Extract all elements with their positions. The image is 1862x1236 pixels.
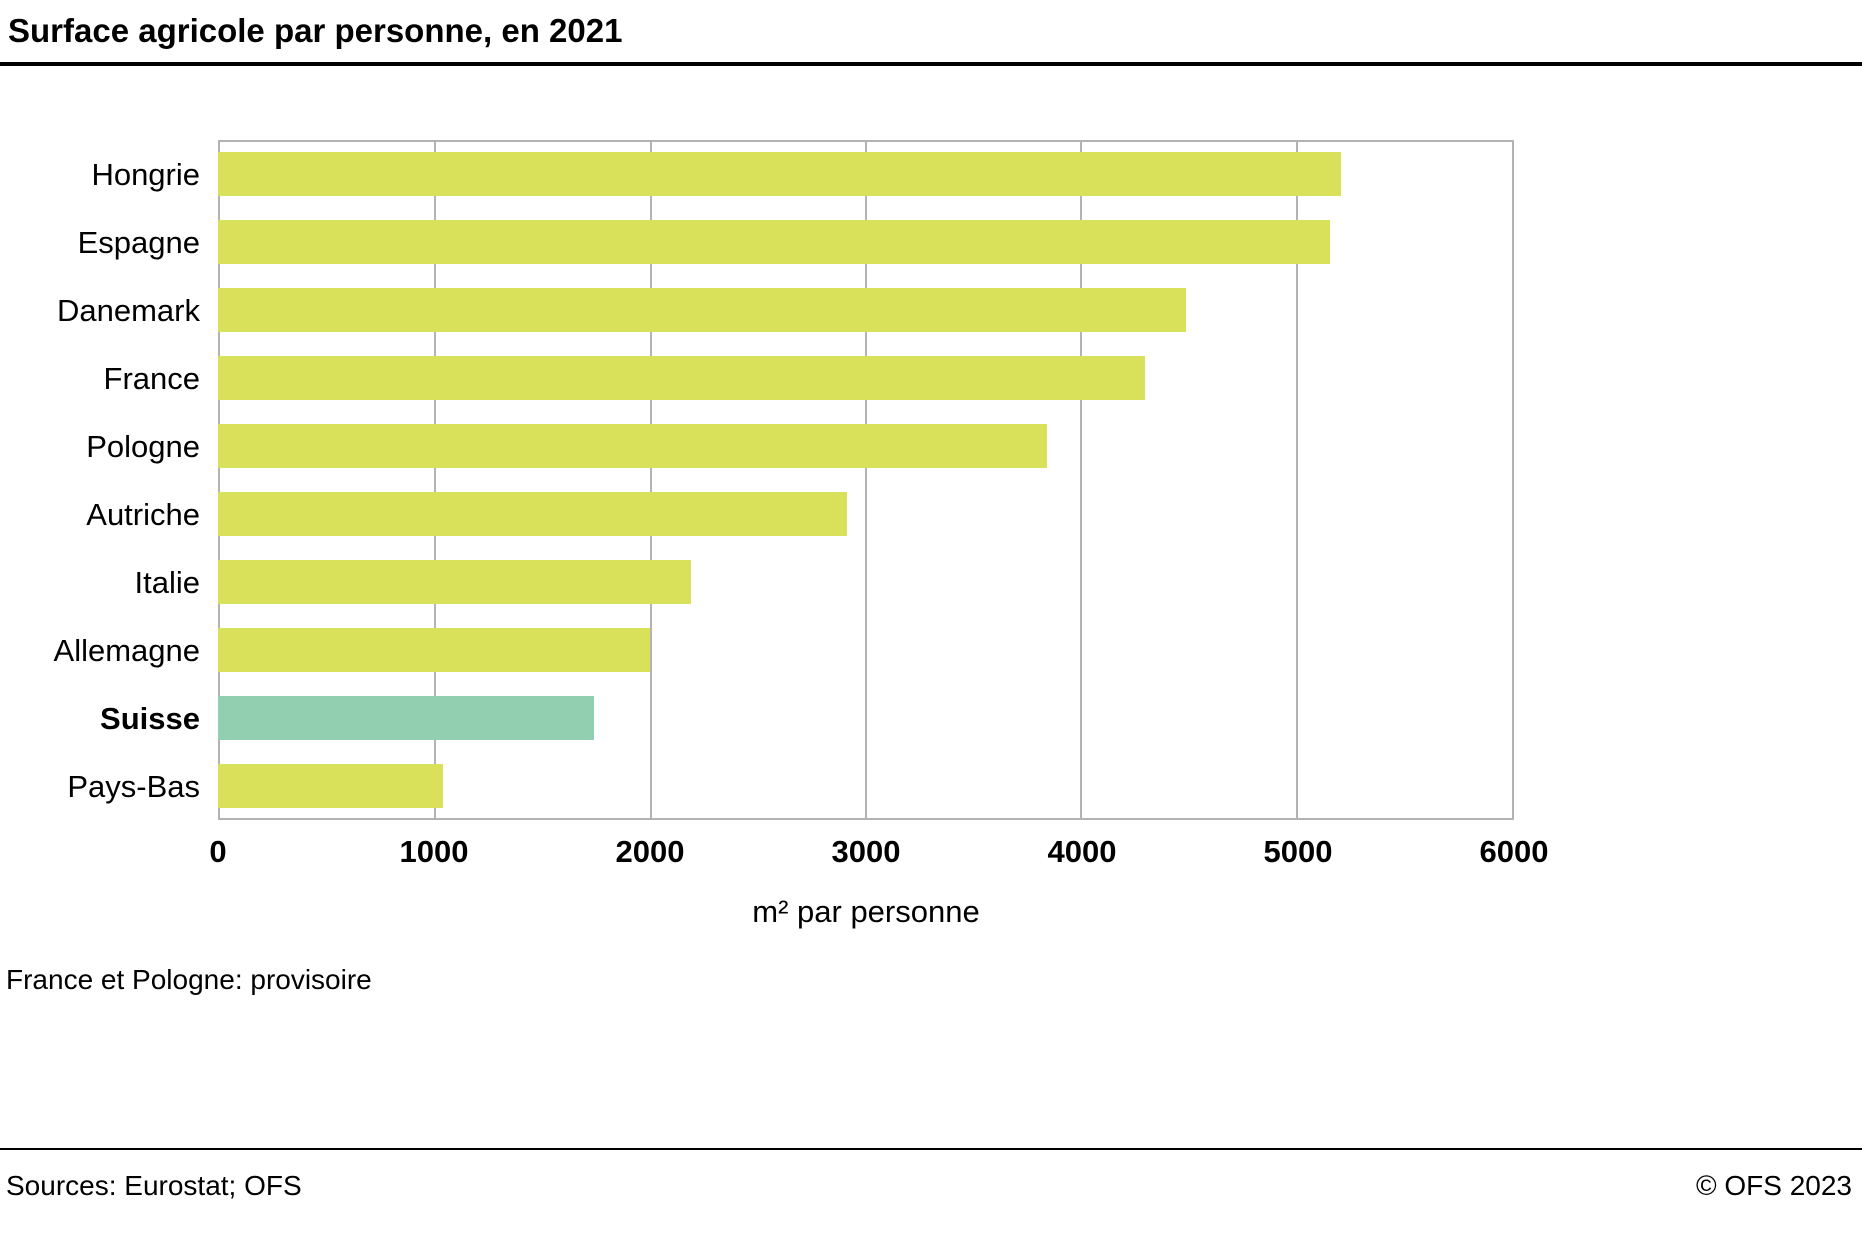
chart-row: Pays-Bas — [0, 752, 1514, 820]
gridline — [865, 142, 867, 818]
copyright-text: © OFS 2023 — [1695, 1170, 1852, 1201]
bar-cell — [218, 344, 1514, 412]
x-tick-label: 2000 — [615, 834, 685, 869]
gridline — [434, 142, 437, 818]
gridline — [649, 142, 652, 818]
x-axis-ticks: 0 1000 2000 3000 4000 5000 6000 — [209, 820, 1548, 872]
bar — [218, 628, 650, 672]
bar-cell — [218, 208, 1514, 276]
x-tick-label: 5000 — [1263, 834, 1333, 869]
bar-chart: Hongrie Espagne Danemark France Pologne Autri… — [0, 140, 1514, 820]
bar — [218, 356, 1145, 400]
bar-cell — [218, 412, 1514, 480]
bar-cell — [218, 684, 1514, 752]
category-label: Suisse — [100, 700, 200, 736]
category-label: Pays-Bas — [67, 768, 200, 804]
chart-row: Autriche — [0, 480, 1514, 548]
footnote: France et Pologne: provisoire — [6, 964, 372, 995]
category-label: Italie — [134, 564, 200, 600]
category-label: Pologne — [86, 428, 200, 464]
x-tick-label: 6000 — [1479, 834, 1549, 869]
gridline — [1080, 142, 1083, 818]
bar — [218, 152, 1342, 196]
gridline — [1295, 142, 1298, 818]
spacer — [0, 996, 1862, 1148]
category-label: Allemagne — [53, 632, 200, 668]
bar — [218, 424, 1048, 468]
chart-row: Hongrie — [0, 140, 1514, 208]
category-label: Hongrie — [91, 156, 200, 192]
chart-row: Italie — [0, 548, 1514, 616]
bar-cell — [218, 616, 1514, 684]
x-tick-label: 4000 — [1047, 834, 1117, 869]
bar-rows: Hongrie Espagne Danemark France Pologne Autri… — [0, 140, 1514, 820]
chart-header: Surface agricole par personne, en 2021 — [0, 0, 1862, 50]
chart-title: Surface agricole par personne, en 2021 — [8, 12, 623, 49]
bar-cell — [218, 548, 1514, 616]
bar — [218, 492, 847, 536]
bar — [218, 696, 594, 740]
chart-row: Suisse — [0, 684, 1514, 752]
chart-row: Allemagne — [0, 616, 1514, 684]
sources-text: Sources: Eurostat; OFS — [6, 1170, 302, 1201]
bar — [218, 220, 1331, 264]
bar-cell — [218, 480, 1514, 548]
title-rule — [0, 62, 1862, 66]
x-tick-label: 3000 — [831, 834, 901, 869]
chart-row: Pologne — [0, 412, 1514, 480]
category-label: Danemark — [57, 292, 200, 328]
chart-row: Danemark — [0, 276, 1514, 344]
category-label: Autriche — [86, 496, 200, 532]
footer: Sources: Eurostat; OFS © OFS 2023 — [0, 1150, 1862, 1236]
bar — [218, 288, 1186, 332]
footer-divider — [0, 1148, 1862, 1150]
chart-row: Espagne — [0, 208, 1514, 276]
bar-cell — [218, 140, 1514, 208]
category-label: France — [103, 360, 200, 396]
plot-area — [218, 140, 1514, 820]
x-tick-label: 0 — [209, 834, 227, 869]
x-tick-label: 1000 — [399, 834, 469, 869]
bar-cell — [218, 276, 1514, 344]
bar — [218, 764, 443, 808]
bar — [218, 560, 692, 604]
x-axis-label: m² par personne — [752, 894, 980, 929]
category-label: Espagne — [77, 224, 200, 260]
bar-cell — [218, 752, 1514, 820]
chart-row: France — [0, 344, 1514, 412]
